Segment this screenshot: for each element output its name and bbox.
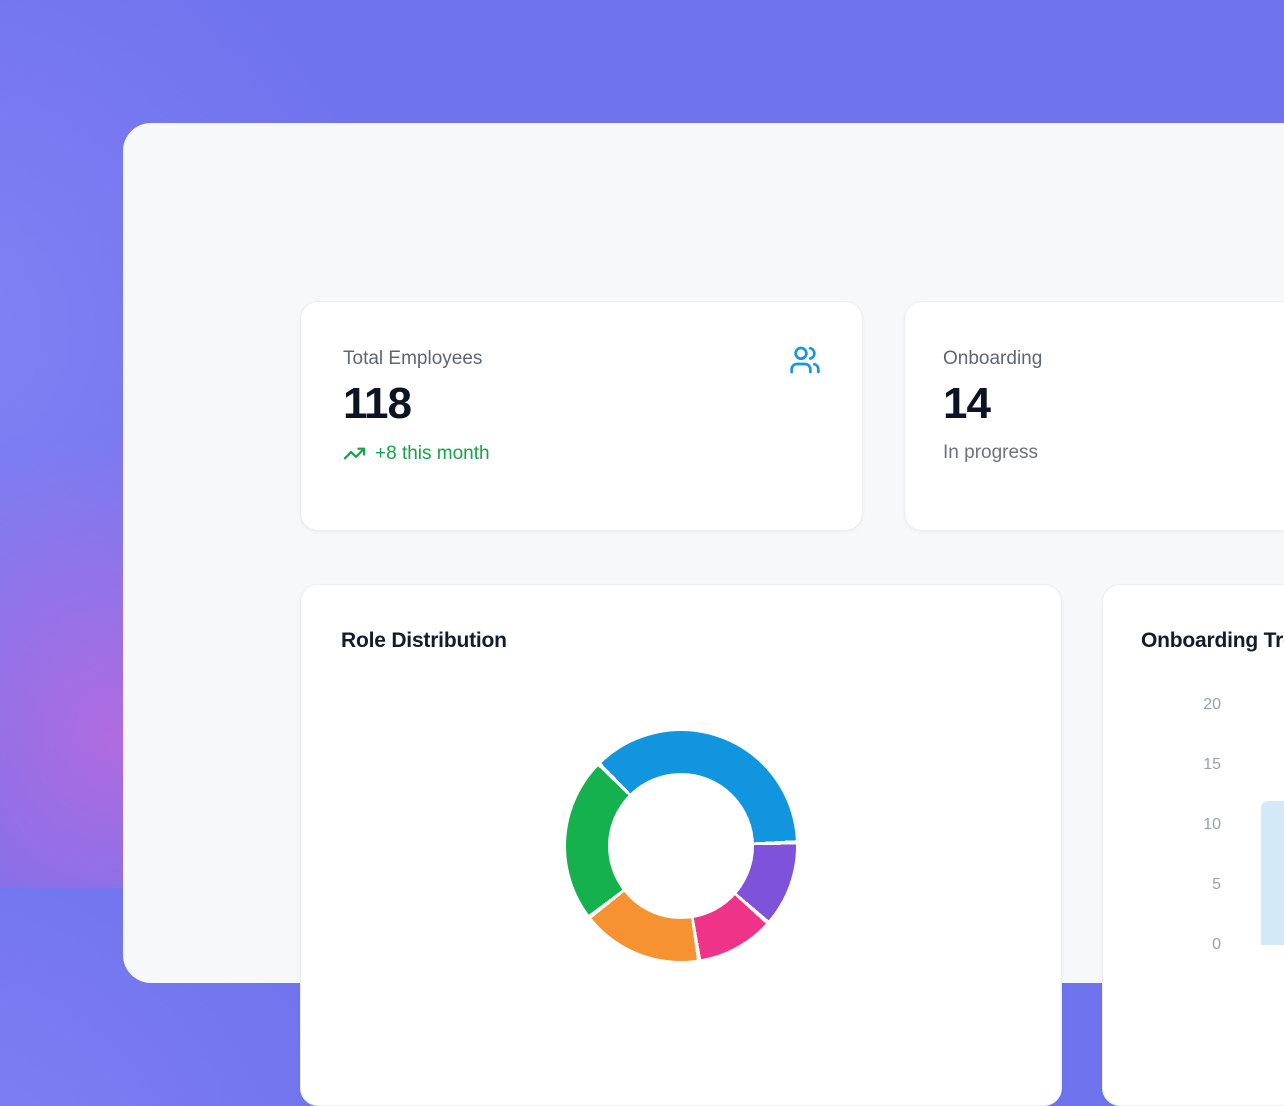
y-axis-tick-label: 15 — [1203, 756, 1221, 773]
y-axis-tick-label: 5 — [1212, 876, 1221, 893]
total-employees-label: Total Employees — [343, 348, 483, 369]
onboarding-trend-card: Onboarding Trend 20151050SepOct — [1102, 584, 1284, 1106]
onboarding-trend-title: Onboarding Trend — [1141, 629, 1284, 652]
trending-up-icon — [343, 442, 366, 465]
onboarding-subtitle: In progress — [943, 442, 1039, 463]
total-employees-delta: +8 this month — [343, 442, 820, 465]
role-distribution-card: Role Distribution — [300, 584, 1062, 1106]
y-axis-tick-label: 10 — [1203, 816, 1221, 833]
role-distribution-title: Role Distribution — [341, 629, 507, 652]
users-icon — [789, 344, 821, 376]
x-axis-label: Sep — [1261, 956, 1284, 974]
stat-card-total-employees: Total Employees 118 +8 this month — [300, 301, 863, 531]
dashboard-panel: Total Employees 118 +8 this month — [123, 123, 1284, 1106]
onboarding-value: 14 — [943, 379, 991, 428]
role-distribution-donut-chart[interactable] — [566, 731, 796, 961]
onboarding-label: Onboarding — [943, 348, 1043, 369]
total-employees-value: 118 — [343, 379, 412, 428]
total-employees-delta-text: +8 this month — [375, 442, 490, 464]
stat-card-onboarding: Onboarding 14 In progress — [904, 301, 1284, 531]
y-axis-tick-label: 20 — [1203, 696, 1221, 713]
donut-hole — [608, 773, 754, 919]
bar-sep-series-light-blue[interactable] — [1261, 801, 1284, 945]
onboarding-trend-bar-chart: 20151050SepOct — [1103, 585, 1284, 1105]
y-axis-tick-label: 0 — [1212, 936, 1221, 953]
